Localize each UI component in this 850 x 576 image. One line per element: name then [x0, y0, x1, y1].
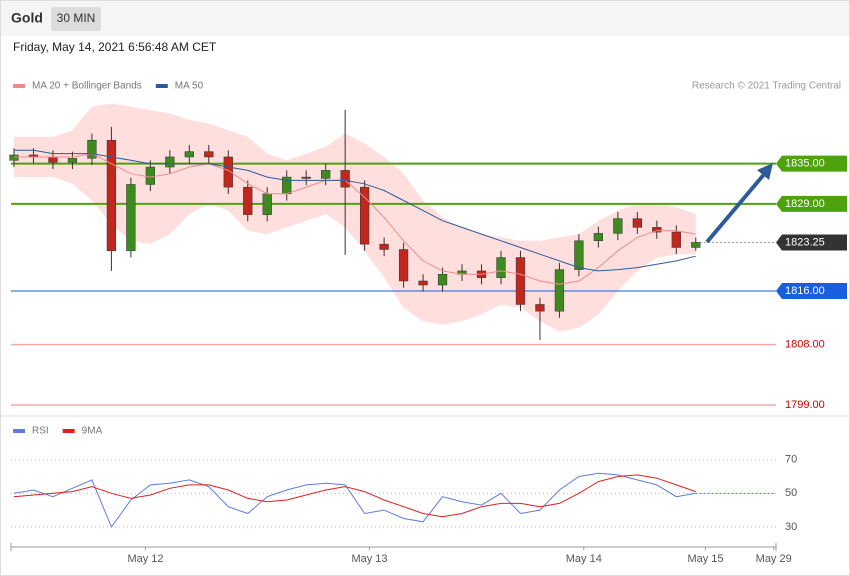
timeframe[interactable]: 30 MIN	[57, 11, 96, 25]
timestamp: Friday, May 14, 2021 6:56:48 AM CET	[13, 40, 217, 54]
legend-label: RSI	[32, 426, 49, 437]
candle-body	[9, 154, 19, 161]
candle-body	[437, 274, 448, 286]
level-label-box	[776, 283, 847, 300]
bollinger-band	[14, 103, 696, 332]
candle-body	[691, 242, 701, 248]
level-label-box	[776, 155, 847, 172]
candle-body	[223, 156, 233, 188]
level-label: 1835.00	[785, 158, 825, 170]
level-label: 1808.00	[785, 339, 825, 351]
x-tick-label: May 15	[687, 553, 723, 565]
candle-body	[535, 304, 545, 312]
candle-body	[496, 257, 506, 278]
candle-body	[145, 166, 155, 185]
candle-body	[398, 249, 409, 282]
timeframe-button[interactable]	[51, 7, 101, 31]
candle-body	[515, 257, 526, 305]
candle-body	[301, 176, 311, 179]
forecast-arrow	[705, 170, 768, 244]
indicator-line	[13, 472, 696, 528]
level-label: 1799.00	[785, 399, 825, 411]
candle-body	[379, 243, 389, 250]
legend-swatch	[13, 429, 25, 433]
candle-body	[106, 139, 117, 252]
rsi-panel: RSI 9MA 30 50 70 May 12 May 13 May 14 May 15 May …	[10, 426, 797, 565]
legend-label: MA 20 + Bollinger Bands	[32, 81, 142, 92]
candle-body	[593, 233, 604, 242]
candle-body	[67, 158, 78, 163]
price-panel: MA 20 + Bollinger Bands MA 50 1835.00 1829.…	[9, 81, 847, 411]
candle-body	[554, 269, 565, 312]
candle-body	[165, 156, 175, 168]
y-tick-label: 50	[785, 487, 797, 499]
candle-body	[652, 227, 662, 233]
candle-body	[340, 170, 350, 188]
level-label-box	[776, 234, 847, 251]
candle-body	[671, 231, 681, 248]
candle-body	[613, 218, 623, 234]
level-label: 1816.00	[785, 285, 825, 297]
legend-label: MA 50	[175, 81, 204, 92]
candle-body	[262, 193, 272, 215]
y-tick-label: 70	[785, 454, 797, 466]
legend-swatch	[62, 429, 75, 433]
y-tick-label: 30	[785, 521, 797, 533]
x-tick-label: May 29	[756, 553, 792, 565]
candle-body	[359, 186, 370, 245]
moving-average	[14, 153, 696, 285]
legend-label: 9MA	[82, 426, 103, 437]
level-label: 1823.25	[785, 236, 825, 248]
x-tick-label: May 12	[127, 553, 163, 565]
candle-body	[126, 184, 136, 252]
legend-swatch	[155, 84, 168, 88]
candle-body	[87, 139, 97, 159]
title: Gold	[11, 10, 43, 26]
candle-body	[243, 186, 253, 215]
candle-body	[184, 151, 194, 158]
x-tick-label: May 13	[351, 553, 387, 565]
level-label: 1829.00	[785, 198, 825, 210]
candle-body	[204, 151, 214, 158]
forecast-arrowhead	[757, 163, 773, 180]
candle-body	[632, 218, 642, 228]
x-tick-label: May 14	[566, 553, 602, 565]
indicator-line	[13, 474, 696, 518]
legend-swatch	[13, 84, 25, 88]
candle-body	[48, 156, 58, 163]
moving-average	[14, 149, 696, 272]
header-bar	[1, 1, 849, 36]
source: Research © 2021 Trading Central	[692, 81, 841, 92]
candle-body	[418, 280, 428, 286]
level-label-box	[776, 195, 847, 212]
candle-body	[574, 240, 584, 270]
candle-body	[321, 170, 331, 179]
